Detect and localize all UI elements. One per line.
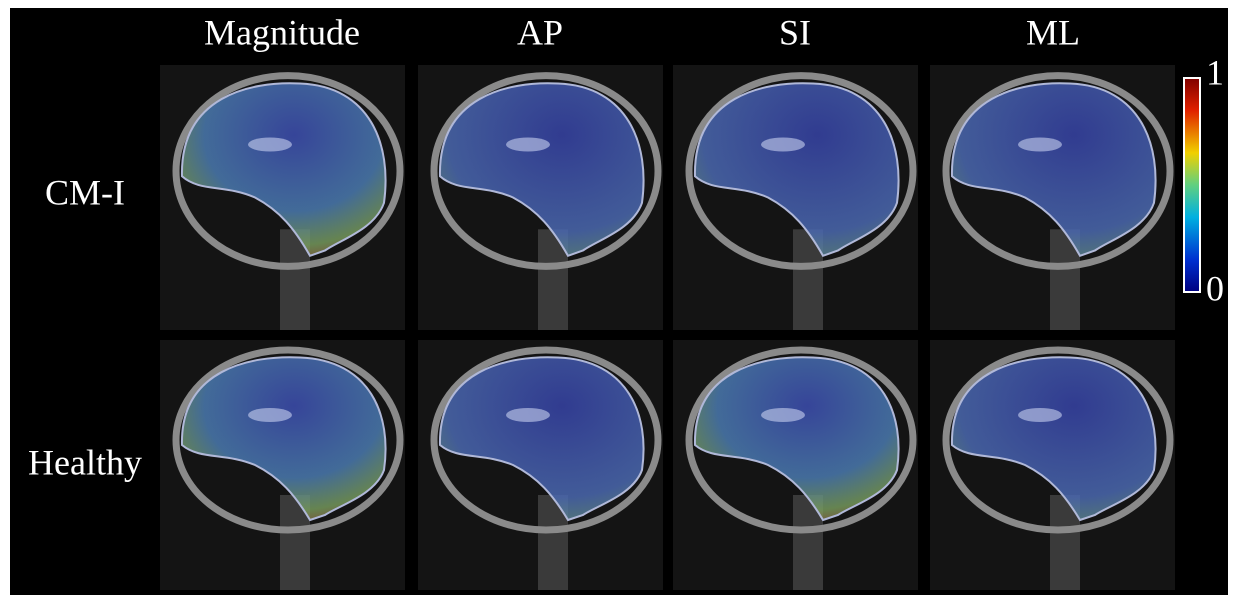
- column-header: ML: [1026, 12, 1080, 52]
- ventricle: [248, 408, 292, 422]
- column-header: AP: [517, 12, 563, 52]
- ventricle: [761, 408, 805, 422]
- figure: Magnitude AP SI ML CM-I Healthy 1 0: [0, 0, 1236, 601]
- ventricle: [506, 408, 550, 422]
- ventricle: [1018, 408, 1062, 422]
- column-header: Magnitude: [204, 12, 360, 52]
- ventricle: [761, 138, 805, 152]
- row-label: Healthy: [28, 442, 142, 482]
- colorbar-label: 1: [1206, 52, 1224, 92]
- row-label: CM-I: [45, 172, 125, 212]
- colorbar: [1184, 78, 1200, 292]
- column-header: SI: [779, 12, 811, 52]
- ventricle: [1018, 138, 1062, 152]
- ventricle: [248, 138, 292, 152]
- ventricle: [506, 138, 550, 152]
- colorbar-label: 0: [1206, 268, 1224, 308]
